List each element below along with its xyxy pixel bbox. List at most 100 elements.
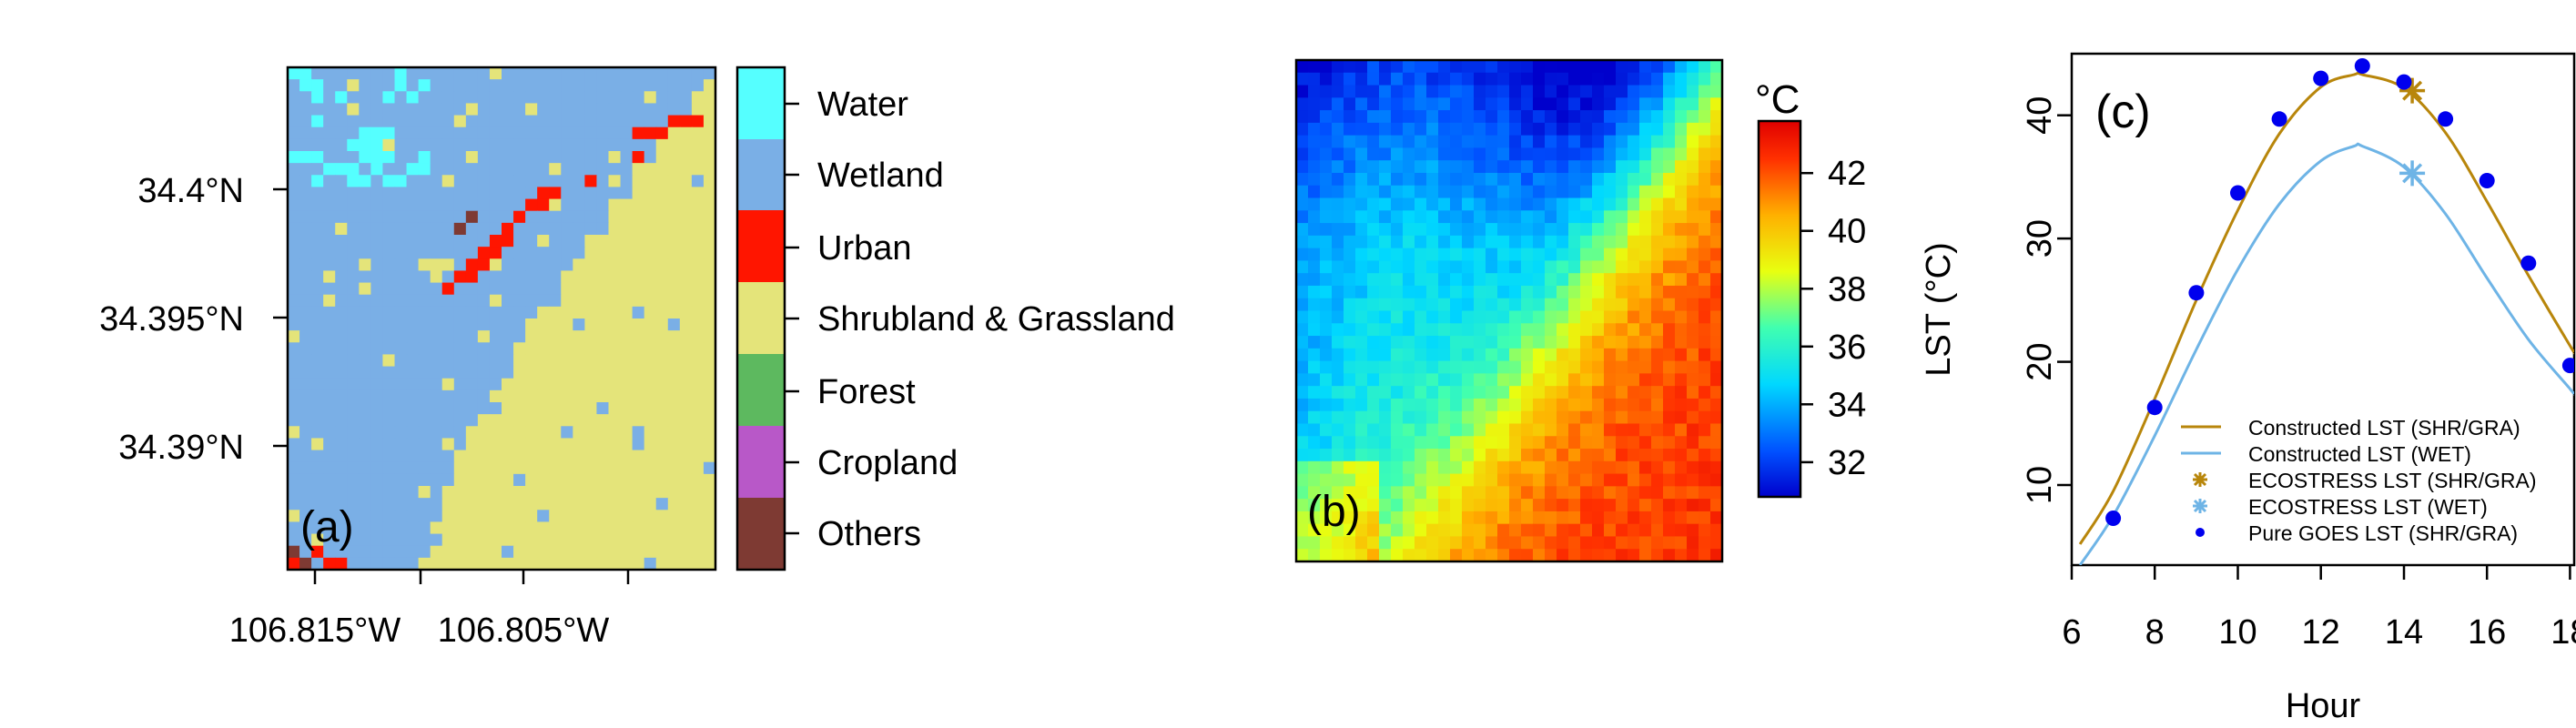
landcover-cell — [561, 247, 573, 259]
lst-cell — [1403, 386, 1415, 399]
landcover-cell — [453, 486, 467, 499]
landcover-cell — [620, 270, 634, 284]
lst-cell — [1710, 97, 1723, 111]
lst-cell — [1628, 298, 1640, 312]
lst-cell — [1710, 310, 1723, 324]
lst-cell — [1344, 486, 1356, 500]
landcover-cell — [441, 557, 455, 571]
lst-cell — [1699, 386, 1711, 399]
lst-cell — [1545, 147, 1557, 161]
lst-cell — [1438, 473, 1451, 487]
landcover-cell — [394, 438, 408, 451]
landcover-cell — [655, 282, 669, 296]
landcover-cell — [703, 318, 716, 331]
landcover-cell — [679, 498, 693, 511]
landcover-cell — [382, 126, 396, 140]
lst-cell — [1651, 310, 1664, 324]
landcover-cell — [632, 510, 645, 523]
lst-cell — [1616, 348, 1628, 362]
landcover-cell — [347, 426, 360, 440]
landcover-cell — [502, 247, 514, 259]
lst-cell — [1663, 410, 1676, 425]
lst-cell — [1426, 373, 1439, 387]
landcover-cell — [430, 450, 443, 463]
x-tick-label: 16 — [2468, 613, 2506, 652]
lst-cell — [1568, 85, 1581, 98]
landcover-cell — [596, 151, 610, 164]
landcover-cell — [299, 342, 312, 356]
lst-cell — [1308, 499, 1321, 512]
lst-cell — [1320, 72, 1333, 86]
landcover-cell — [644, 235, 657, 248]
lst-cell — [1450, 72, 1463, 86]
landcover-cell — [502, 510, 514, 523]
landcover-cell — [441, 426, 455, 440]
landcover-cell — [288, 282, 300, 296]
landcover-cell — [513, 306, 526, 319]
landcover-cell — [537, 126, 550, 140]
lst-cell — [1710, 260, 1723, 274]
lst-cell — [1474, 486, 1486, 500]
lst-cell — [1545, 248, 1557, 262]
landcover-cell — [406, 378, 420, 391]
landcover-cell — [525, 330, 538, 343]
lst-cell — [1580, 248, 1593, 262]
landcover-cell — [608, 402, 622, 415]
landcover-cell — [691, 103, 705, 116]
landcover-cell — [679, 222, 693, 236]
lst-cell — [1675, 197, 1688, 211]
lst-cell — [1604, 185, 1617, 199]
legend-label-constructed-shr-gra: Constructed LST (SHR/GRA) — [2248, 416, 2520, 440]
landcover-cell — [382, 270, 396, 284]
landcover-cell — [382, 486, 396, 499]
lst-cell — [1296, 122, 1309, 136]
landcover-cell — [703, 187, 716, 200]
landcover-cell — [370, 330, 384, 343]
landcover-cell — [299, 498, 312, 511]
landcover-cell — [430, 533, 443, 547]
lst-cell — [1687, 360, 1699, 374]
lst-cell — [1379, 410, 1392, 425]
landcover-cell — [584, 545, 598, 559]
lst-cell — [1438, 122, 1451, 136]
lst-cell — [1320, 360, 1333, 374]
landcover-cell — [655, 235, 669, 248]
lst-cell — [1663, 348, 1676, 362]
landcover-cell — [347, 175, 360, 188]
lst-cell — [1568, 110, 1581, 124]
landcover-cell — [323, 389, 336, 403]
lst-cell — [1557, 97, 1569, 111]
lst-cell — [1616, 97, 1628, 111]
lst-cell — [1332, 410, 1344, 425]
landcover-cell — [502, 175, 514, 188]
landcover-cell — [584, 450, 598, 463]
landcover-cell — [441, 473, 455, 487]
lst-cell — [1474, 460, 1486, 475]
lst-cell — [1391, 360, 1404, 374]
landcover-cell — [573, 438, 585, 451]
lst-cell — [1687, 85, 1699, 98]
landcover-cell — [288, 222, 300, 236]
lst-cell — [1521, 122, 1534, 136]
panel-c-label: (c) — [2095, 86, 2151, 138]
landcover-cell — [370, 486, 384, 499]
landcover-cell — [703, 294, 716, 308]
landcover-cell — [323, 450, 336, 463]
lst-cell — [1545, 122, 1557, 136]
landcover-cell — [418, 151, 431, 164]
landcover-cell — [359, 210, 371, 224]
lst-cell — [1355, 323, 1368, 337]
lst-cell — [1296, 223, 1309, 237]
lst-cell — [1675, 160, 1688, 174]
landcover-cell — [311, 473, 324, 487]
lst-cell — [1580, 110, 1593, 124]
lst-cell — [1462, 197, 1475, 211]
lst-cell — [1521, 423, 1534, 437]
lst-cell — [1308, 248, 1321, 262]
landcover-cell — [430, 198, 443, 212]
lst-cell — [1604, 298, 1617, 312]
legend-swatch-cropland — [737, 426, 785, 498]
lst-cell — [1415, 473, 1427, 487]
lst-cell — [1651, 460, 1664, 475]
lst-cell — [1509, 398, 1522, 412]
